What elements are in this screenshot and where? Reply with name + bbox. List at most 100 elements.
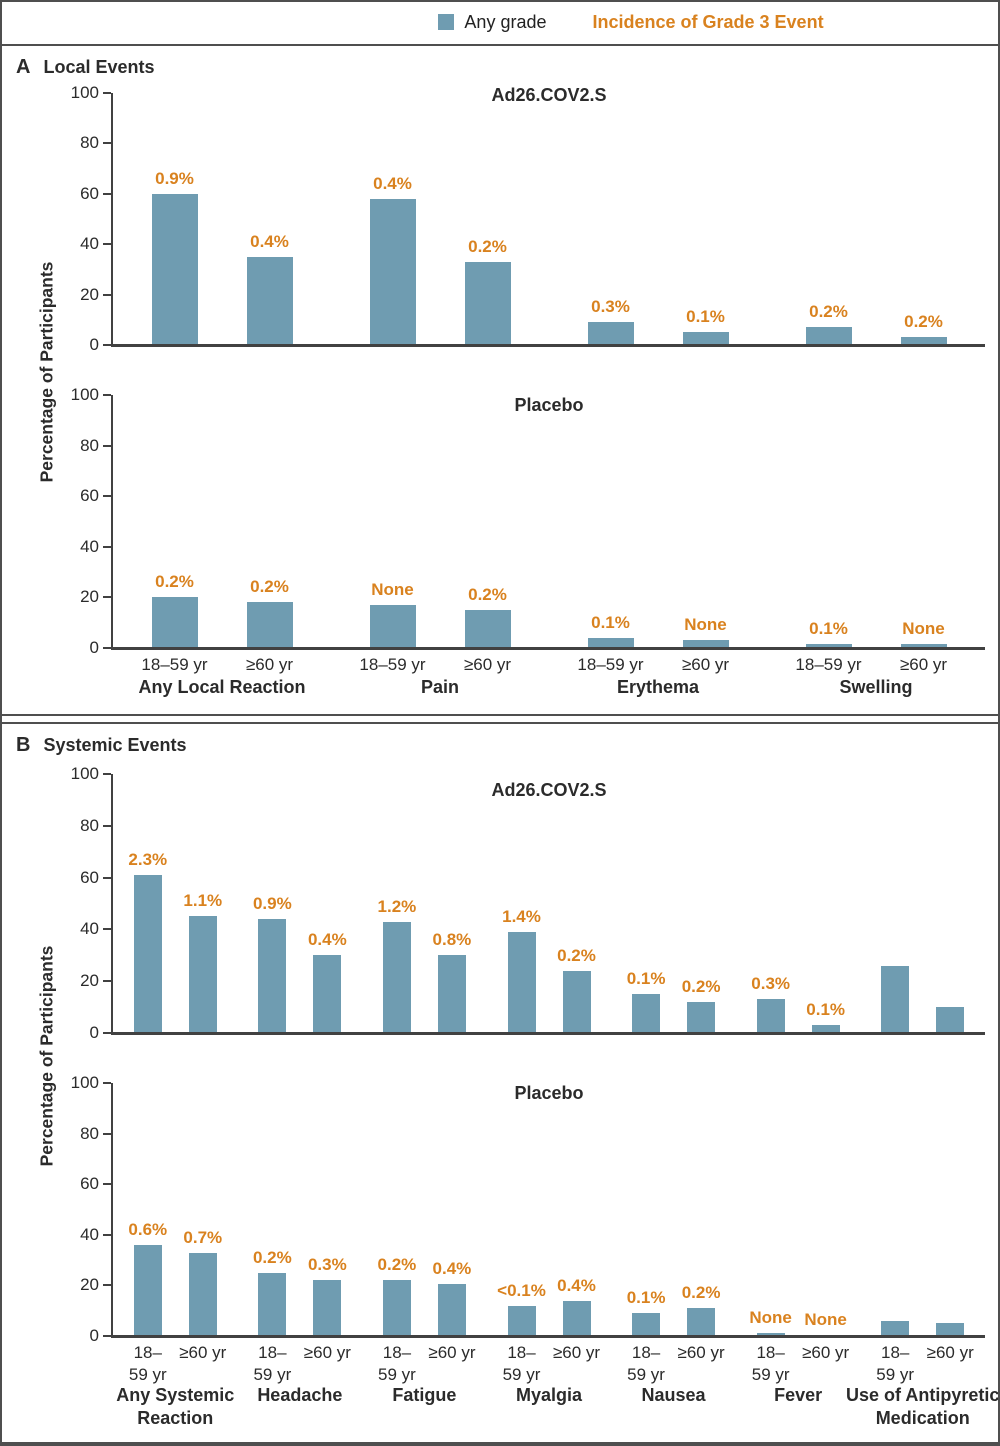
bar <box>805 644 852 648</box>
grade3-incidence-label: 0.9% <box>155 168 194 188</box>
y-tick <box>103 980 111 983</box>
grade3-incidence-label: 0.4% <box>373 173 412 193</box>
bar <box>246 256 293 345</box>
age-group-label: ≥60 yr <box>899 655 948 674</box>
age-group-label: 18–59 yr <box>795 655 862 674</box>
age-group-label: ≥60 yr <box>245 655 294 674</box>
grade3-incidence-label: 0.2% <box>377 1255 417 1275</box>
figure-legend: Any grade Incidence of Grade 3 Event <box>0 0 1000 44</box>
y-tick-label: 60 <box>80 867 99 887</box>
y-tick-label: 80 <box>80 815 99 835</box>
grade3-incidence-label: 0.2% <box>904 312 943 332</box>
age-group-label: 18–59 yr <box>128 1343 167 1384</box>
grade3-incidence-label: 0.2% <box>468 585 507 605</box>
bar <box>682 640 729 648</box>
legend-any-grade: Any grade <box>438 12 546 33</box>
bar <box>313 955 342 1033</box>
age-group-label: ≥60 yr <box>463 655 512 674</box>
bar <box>687 1001 716 1033</box>
bar <box>936 1323 965 1336</box>
y-tick <box>103 596 111 599</box>
y-tick <box>103 928 111 931</box>
category-label: Headache <box>257 1385 343 1405</box>
age-group-label: 18–59 yr <box>359 655 426 674</box>
y-tick-label: 100 <box>70 1073 99 1092</box>
bar <box>133 1244 162 1336</box>
grade3-incidence-label: 0.8% <box>432 930 472 950</box>
age-group-label: 18–59 yr <box>378 1343 416 1384</box>
y-tick <box>103 444 111 447</box>
category-label: Fever <box>774 1385 823 1405</box>
y-tick <box>103 92 111 94</box>
bar <box>881 965 910 1033</box>
bar <box>756 999 785 1033</box>
bar <box>562 1300 591 1336</box>
bar <box>382 921 411 1033</box>
bar <box>382 1280 411 1336</box>
chart-title: Placebo <box>514 1083 584 1103</box>
bar <box>151 597 198 648</box>
x-axis-line <box>111 1335 985 1338</box>
y-tick <box>103 293 111 296</box>
y-axis <box>111 1083 113 1338</box>
bar <box>632 994 661 1033</box>
panel-b-letter: B <box>16 734 31 756</box>
y-tick <box>103 773 111 775</box>
grade3-incidence-label: <0.1% <box>497 1280 546 1300</box>
category-label: Use of Antipyretic Medication <box>846 1385 1000 1428</box>
grade3-incidence-label: 0.1% <box>626 1288 666 1308</box>
bar <box>369 198 416 345</box>
bar <box>881 1320 910 1336</box>
category-label: Myalgia <box>515 1385 583 1405</box>
grade3-incidence-label: 0.2% <box>681 1283 721 1303</box>
y-axis <box>111 774 113 1035</box>
age-group-label: 18–59 yr <box>627 1343 665 1384</box>
legend-items: Any grade Incidence of Grade 3 Event <box>438 12 824 33</box>
bar <box>687 1308 716 1336</box>
y-tick <box>103 824 111 827</box>
chart-title: Ad26.COV2.S <box>491 780 607 800</box>
y-tick-label: 60 <box>80 1174 99 1194</box>
y-tick-label: 0 <box>89 1326 99 1345</box>
bar <box>811 1025 840 1033</box>
y-tick-label: 20 <box>80 971 99 991</box>
y-axis <box>111 395 113 650</box>
bar <box>805 327 852 345</box>
grade3-incidence-label: 0.9% <box>252 894 292 914</box>
category-label: Pain <box>420 677 459 697</box>
bar <box>313 1280 342 1336</box>
y-tick <box>103 1032 111 1034</box>
grade3-incidence-label: 0.3% <box>307 1255 347 1275</box>
grade3-incidence-label: 0.4% <box>307 930 347 950</box>
bar <box>151 193 198 345</box>
grade3-incidence-label: 0.4% <box>432 1259 472 1279</box>
grade3-incidence-label: 0.2% <box>155 572 194 592</box>
panel-a-header: A Local Events <box>16 56 155 79</box>
grade3-incidence-label: 0.2% <box>252 1247 292 1267</box>
grade3-incidence-label: 2.3% <box>128 850 168 869</box>
age-group-label: ≥60 yr <box>428 1343 476 1362</box>
grade3-incidence-label: 0.4% <box>250 231 289 251</box>
y-tick <box>103 1335 111 1337</box>
bar <box>507 1305 536 1336</box>
panel-b-header: B Systemic Events <box>16 734 187 757</box>
y-tick <box>103 192 111 195</box>
grade3-incidence-label: 0.2% <box>809 302 848 322</box>
age-group-label: ≥60 yr <box>681 655 730 674</box>
bar <box>437 955 466 1033</box>
bar <box>133 875 162 1033</box>
category-label: Any Local Reaction <box>138 677 306 697</box>
age-group-label: ≥60 yr <box>179 1343 227 1362</box>
grade3-incidence-label: 1.2% <box>377 896 417 916</box>
y-tick-label: 20 <box>80 1275 99 1295</box>
age-group-label: 18–59 yr <box>577 655 644 674</box>
y-tick-label: 0 <box>89 1023 99 1042</box>
chart-title: Placebo <box>514 395 584 415</box>
y-tick-label: 40 <box>80 919 99 939</box>
y-tick-label: 80 <box>80 435 99 455</box>
y-tick-label: 0 <box>89 335 99 354</box>
y-tick-label: 100 <box>70 83 99 102</box>
y-tick <box>103 394 111 396</box>
any-grade-swatch-icon <box>438 14 455 30</box>
grade3-incidence-label: 0.1% <box>591 612 630 632</box>
